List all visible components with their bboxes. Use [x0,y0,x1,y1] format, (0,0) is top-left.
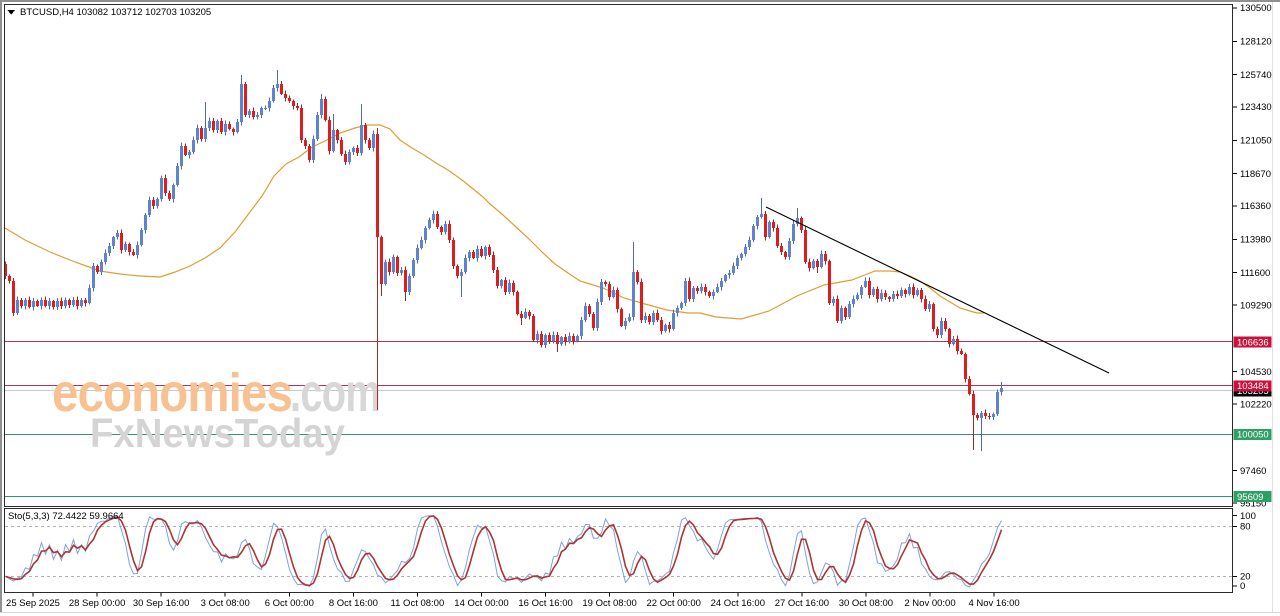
svg-text:111600: 111600 [1240,268,1270,279]
svg-text:.com: .com [290,363,380,423]
svg-text:123430: 123430 [1240,102,1272,113]
svg-text:121050: 121050 [1240,136,1272,147]
svg-text:4 Nov 16:00: 4 Nov 16:00 [968,598,1019,609]
svg-text:25 Sep 2025: 25 Sep 2025 [6,598,60,609]
svg-text:95150: 95150 [1240,498,1266,509]
svg-text:103205: 103205 [1237,386,1269,397]
svg-text:FxNewsToday: FxNewsToday [90,410,345,456]
svg-text:11 Oct 08:00: 11 Oct 08:00 [391,598,445,609]
svg-text:103484: 103484 [1237,381,1269,392]
svg-text:BTCUSD,H4 103082 103712 10270: BTCUSD,H4 103082 103712 102703 103205 [20,7,211,18]
svg-text:116360: 116360 [1240,201,1271,212]
svg-text:128120: 128120 [1240,37,1272,48]
svg-text:14 Oct 00:00: 14 Oct 00:00 [454,598,508,609]
svg-text:100: 100 [1240,511,1256,522]
svg-text:30 Sep 16:00: 30 Sep 16:00 [133,598,190,609]
svg-text:130500: 130500 [1240,3,1272,14]
svg-text:economies: economies [52,363,292,423]
svg-text:106636: 106636 [1237,338,1269,349]
svg-text:0: 0 [1240,581,1245,592]
svg-text:2 Nov 00:00: 2 Nov 00:00 [904,598,955,609]
svg-text:118670: 118670 [1240,169,1271,180]
svg-text:8 Oct 16:00: 8 Oct 16:00 [329,598,378,609]
svg-text:22 Oct 00:00: 22 Oct 00:00 [646,598,700,609]
svg-text:97460: 97460 [1240,466,1266,477]
svg-text:Sto(5,3,3) 72.4422 59.9664: Sto(5,3,3) 72.4422 59.9664 [8,511,124,522]
svg-text:19 Oct 08:00: 19 Oct 08:00 [582,598,636,609]
svg-text:109290: 109290 [1240,300,1272,311]
svg-text:113980: 113980 [1240,235,1271,246]
svg-text:125740: 125740 [1240,70,1272,81]
svg-text:3 Oct 08:00: 3 Oct 08:00 [201,598,250,609]
svg-text:6 Oct 00:00: 6 Oct 00:00 [265,598,314,609]
svg-text:102220: 102220 [1240,399,1272,410]
svg-text:28 Sep 00:00: 28 Sep 00:00 [69,598,126,609]
svg-text:100050: 100050 [1237,430,1269,441]
svg-text:20: 20 [1240,572,1251,583]
svg-text:80: 80 [1240,522,1251,533]
svg-text:30 Oct 08:00: 30 Oct 08:00 [839,598,893,609]
svg-text:27 Oct 16:00: 27 Oct 16:00 [775,598,829,609]
svg-text:95609: 95609 [1237,492,1263,503]
svg-text:16 Oct 16:00: 16 Oct 16:00 [518,598,572,609]
svg-text:24 Oct 16:00: 24 Oct 16:00 [711,598,765,609]
svg-text:104530: 104530 [1240,367,1272,378]
